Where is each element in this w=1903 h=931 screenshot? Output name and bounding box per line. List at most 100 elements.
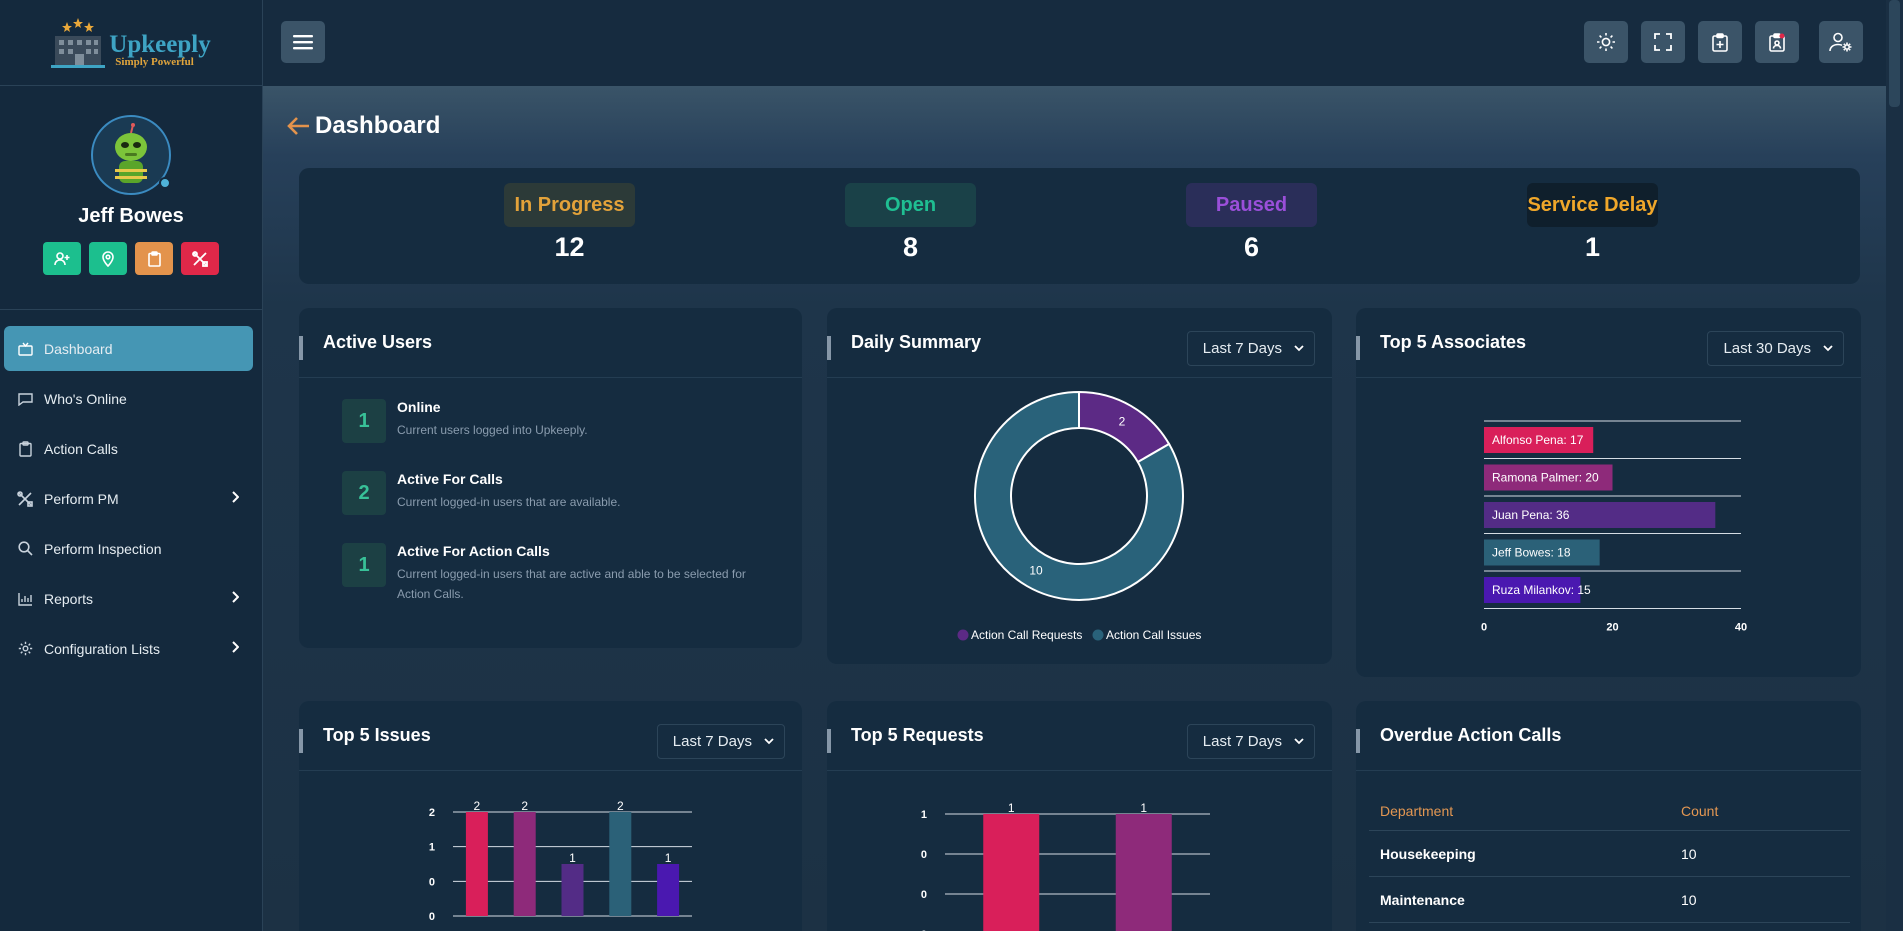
brand[interactable]: Upkeeply Simply Powerful [0, 0, 262, 86]
location-button[interactable] [89, 242, 127, 275]
topbar [263, 0, 1903, 86]
select-value: Last 7 Days [1202, 733, 1282, 750]
sidebar-item-label: Perform Inspection [44, 540, 162, 557]
status-count: 1 [1584, 232, 1601, 262]
tv-icon [17, 342, 33, 356]
sidebar-item-dashboard[interactable]: Dashboard [4, 326, 253, 371]
slice-data-label: 10 [1029, 563, 1043, 577]
chevron-right-icon [232, 591, 239, 603]
online-status-dot [159, 177, 171, 189]
sidebar-item-action-calls[interactable]: Action Calls [4, 426, 253, 471]
row-description: Current logged-in users that are active … [397, 567, 746, 601]
sidebar-item-perform-pm[interactable]: Perform PM [4, 476, 253, 521]
slice-data-label: 2 [1119, 415, 1126, 429]
sidebar-item-whos-online[interactable]: Who's Online [4, 376, 253, 421]
sidebar-item-label: Reports [44, 590, 94, 607]
sidebar-item-label: Configuration Lists [44, 640, 160, 657]
x-tick-label: 0 [1481, 622, 1487, 634]
user-settings-button[interactable] [1819, 21, 1863, 63]
y-tick-label: 0 [921, 889, 927, 901]
department-cell: Maintenance [1380, 891, 1465, 908]
y-tick-label: 0 [429, 911, 435, 923]
bar-chart-icon [17, 592, 32, 606]
bar [609, 812, 632, 916]
quick-actions [43, 242, 219, 275]
chevron-right-icon [232, 491, 239, 503]
bar-data-label: Jeff Bowes: 18 [1492, 546, 1571, 560]
card-title: Daily Summary [851, 332, 982, 352]
legend-marker [957, 629, 969, 641]
chevron-down-icon [764, 738, 774, 745]
main-content: Dashboard In Progress 12 Open 8 Paused 6… [263, 86, 1903, 931]
active-users-row: 1 Active For Action Calls Current logged… [342, 543, 777, 604]
bar [1484, 427, 1594, 453]
user-settings-icon [1829, 32, 1852, 52]
brand-name: Upkeeply [109, 30, 211, 58]
active-for-action-calls-count: 1 [342, 543, 386, 587]
theme-toggle-button[interactable] [1584, 21, 1628, 63]
sidebar-item-label: Dashboard [44, 340, 113, 357]
new-action-call-button[interactable] [1698, 21, 1742, 63]
table-header: Department Count [1369, 791, 1850, 831]
scrollbar-thumb[interactable] [1889, 0, 1900, 107]
donut-slice [974, 390, 1184, 601]
chat-icon [17, 392, 33, 406]
avatar[interactable] [91, 115, 171, 195]
status-paused[interactable]: Paused 6 [1186, 183, 1317, 263]
bar [1484, 464, 1613, 491]
status-label: Paused [1186, 183, 1317, 227]
tools-button[interactable] [181, 242, 219, 275]
y-tick-label: 0 [429, 876, 435, 888]
table-row[interactable]: Housekeeping 10 [1369, 831, 1850, 877]
sidebar-item-reports[interactable]: Reports [4, 576, 253, 621]
bar [657, 864, 680, 916]
top-associates-bar-chart: Alfonso Pena: 17 Ramona Palmer: 20 Juan Pe… [1481, 420, 1747, 634]
chevron-down-icon [1823, 345, 1833, 352]
add-user-button[interactable] [43, 242, 81, 275]
status-service-delay[interactable]: Service Delay 1 [1527, 183, 1658, 263]
clipboard-button[interactable] [135, 242, 173, 275]
menu-toggle-button[interactable] [281, 21, 325, 63]
status-count: 8 [902, 232, 919, 262]
status-in-progress[interactable]: In Progress 12 [504, 183, 635, 263]
top-issues-bar-chart: 0 0 1 2 2 2 1 2 1 [429, 799, 692, 923]
fullscreen-button[interactable] [1641, 21, 1685, 63]
top-associates-range-select[interactable]: Last 30 Days [1707, 331, 1844, 366]
select-value: Last 7 Days [672, 733, 752, 750]
top-issues-card: Top 5 Issues Last 7 Days 0 0 1 2 2 2 1 2 1 [299, 701, 802, 931]
top-issues-range-select[interactable]: Last 7 Days [656, 724, 785, 759]
brand-tagline: Simply Powerful [115, 55, 194, 68]
x-tick-label: 20 [1606, 622, 1618, 634]
search-icon [17, 541, 33, 556]
user-profile: Jeff Bowes [0, 86, 262, 310]
table-row[interactable]: Maintenance 10 [1369, 877, 1850, 923]
sidebar-item-configuration-lists[interactable]: Configuration Lists [4, 626, 253, 671]
bar-data-label: 1 [1140, 801, 1147, 815]
assigned-calls-button[interactable] [1755, 21, 1799, 63]
row-description: Current users logged into Upkeeply. [397, 423, 588, 437]
overdue-action-calls-card: Overdue Action Calls Department Count Ho… [1356, 701, 1861, 931]
chevron-right-icon [232, 641, 239, 653]
sidebar-item-perform-inspection[interactable]: Perform Inspection [4, 526, 253, 571]
select-value: Last 7 Days [1202, 340, 1282, 357]
daily-summary-range-select[interactable]: Last 7 Days [1186, 331, 1315, 366]
status-open[interactable]: Open 8 [845, 183, 976, 263]
status-count: 12 [554, 232, 585, 262]
overdue-table: Department Count Housekeeping 10 Mainten… [1369, 791, 1850, 923]
top-requests-range-select[interactable]: Last 7 Days [1186, 724, 1315, 759]
card-title: Top 5 Issues [323, 725, 431, 745]
bar [1115, 814, 1172, 931]
bar [983, 814, 1040, 931]
status-label: Open [845, 183, 976, 227]
back-arrow-icon[interactable] [287, 116, 311, 136]
active-users-row: 1 Online Current users logged into Upkee… [342, 399, 777, 443]
page-scrollbar[interactable] [1886, 0, 1903, 931]
tools-icon [192, 250, 208, 267]
y-tick-label: 1 [429, 842, 435, 854]
bar-data-label: 2 [521, 799, 528, 813]
top-requests-card: Top 5 Requests Last 7 Days 0 0 0 1 1 1 [827, 701, 1332, 931]
y-tick-label: 2 [429, 807, 435, 819]
bar [513, 812, 536, 916]
bar-data-label: 2 [617, 799, 624, 813]
status-label: Service Delay [1527, 183, 1658, 227]
